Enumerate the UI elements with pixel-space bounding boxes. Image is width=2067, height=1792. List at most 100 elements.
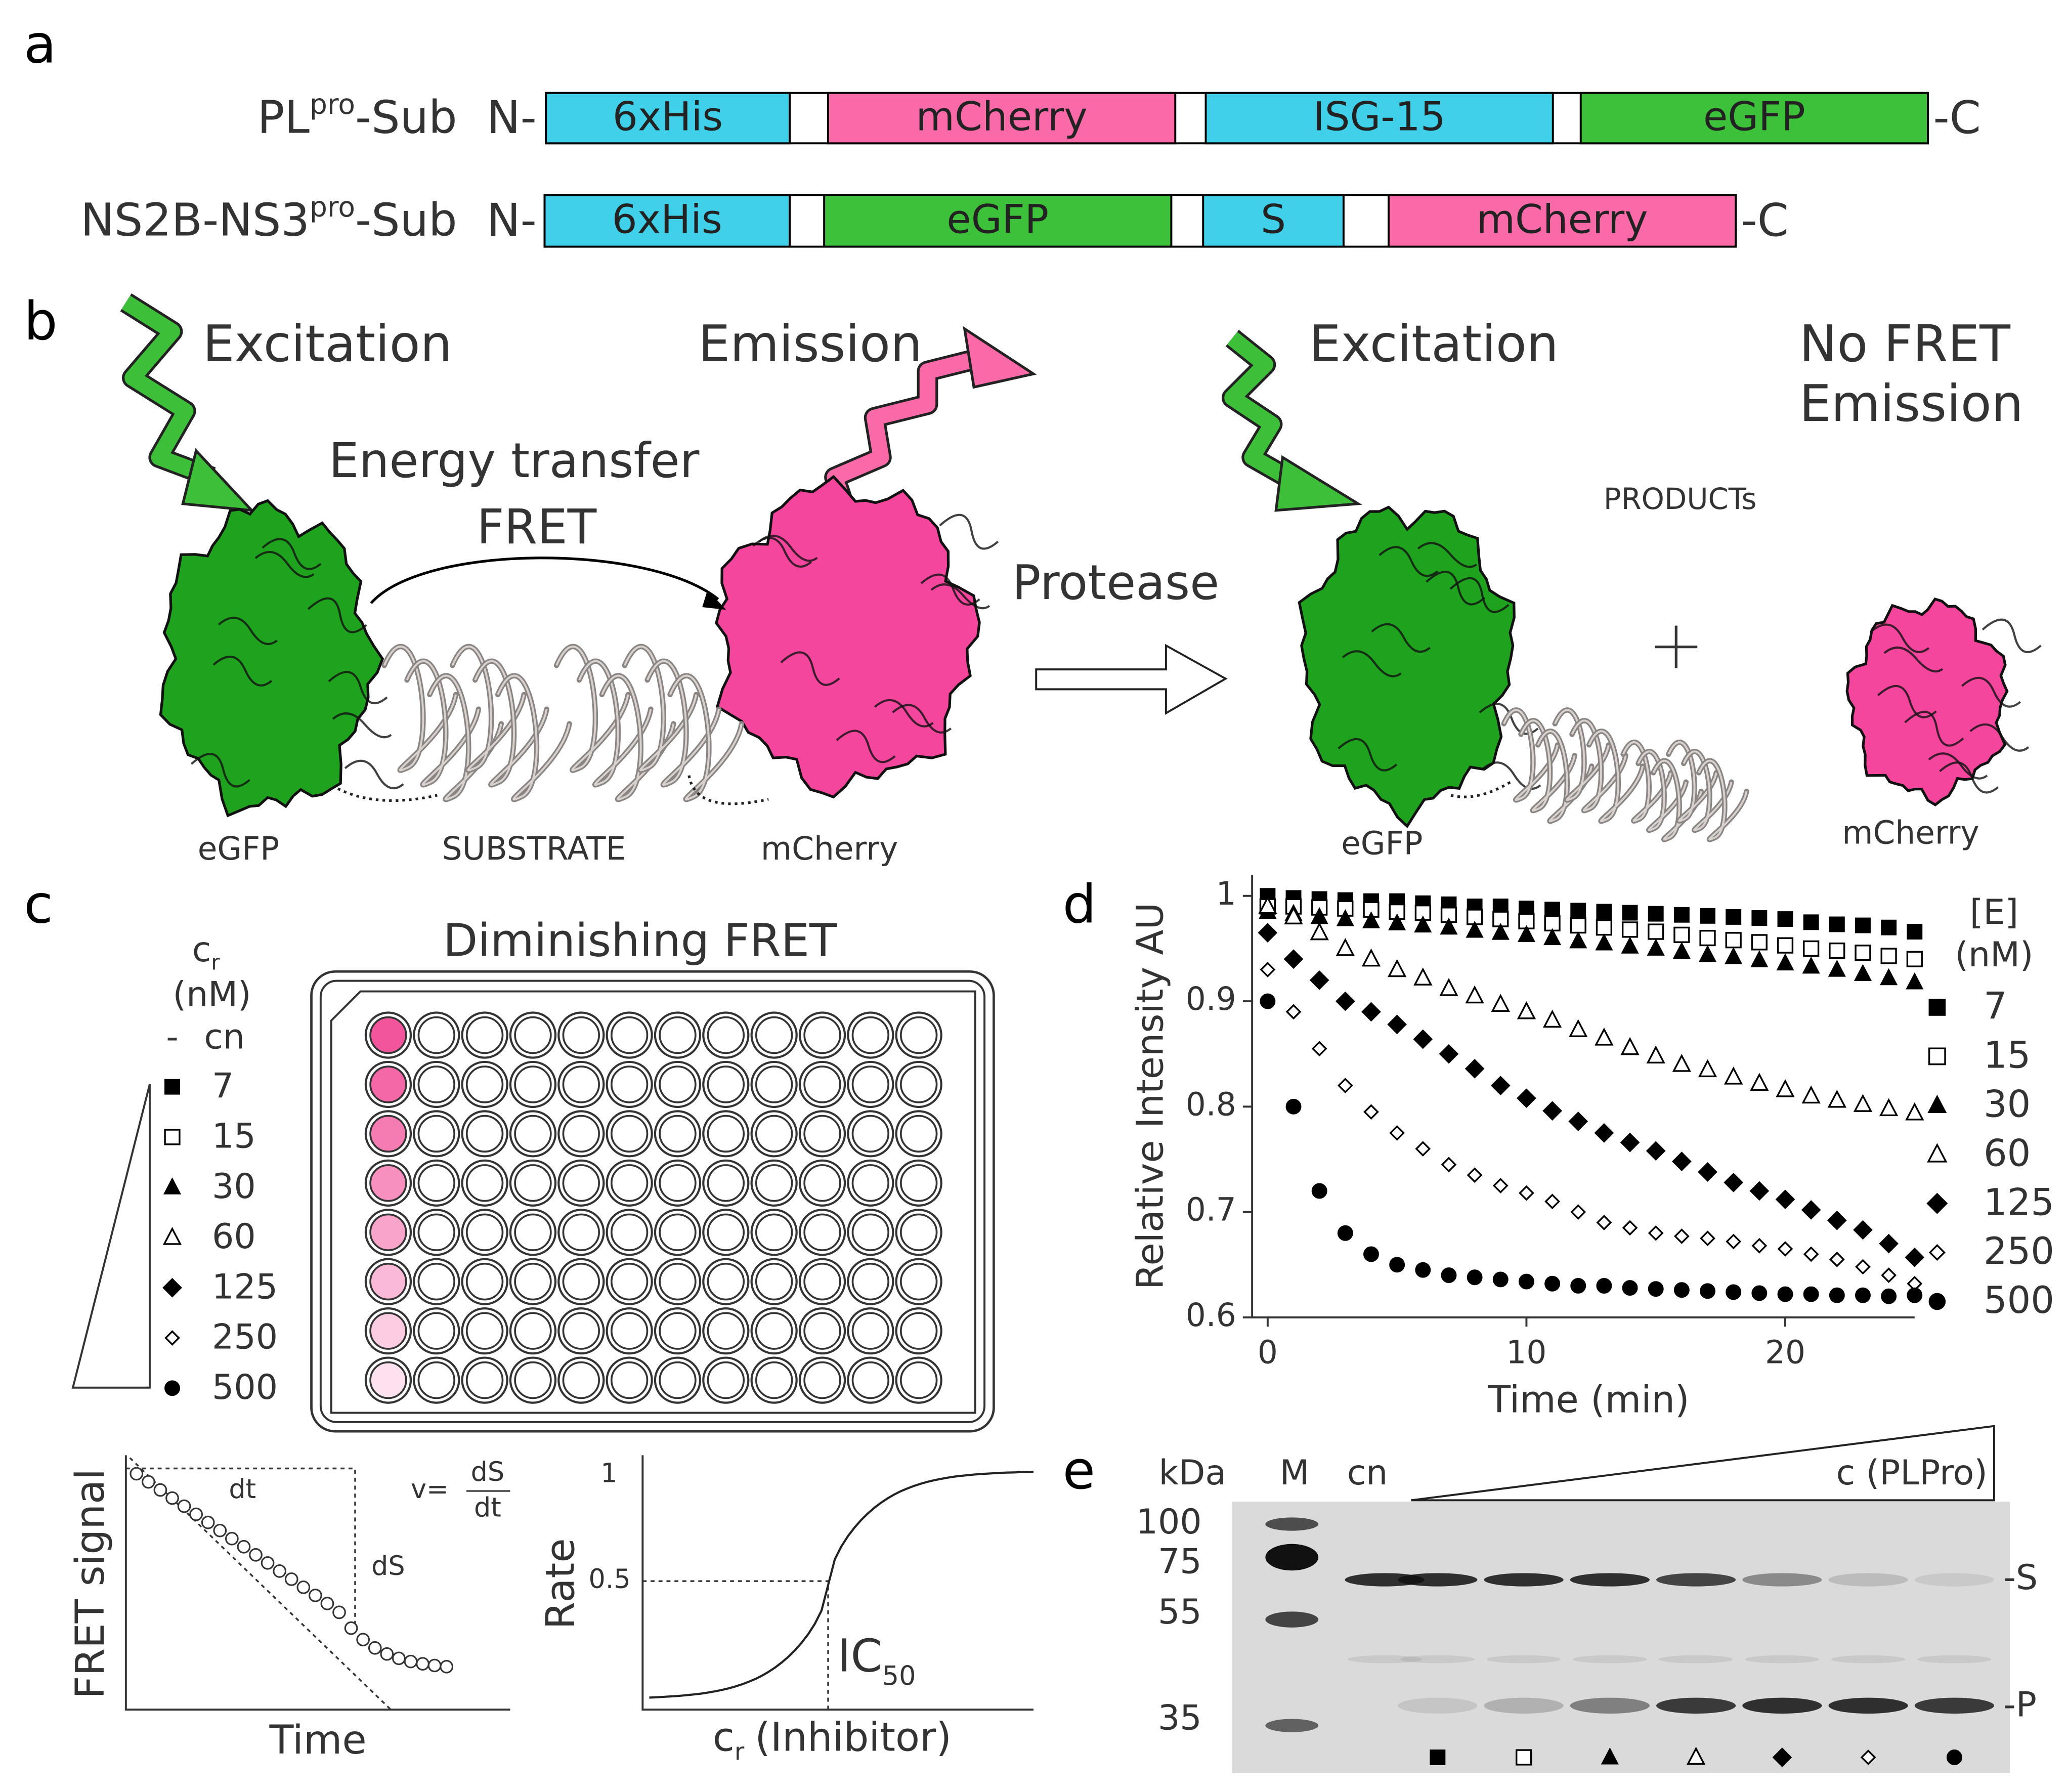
marker-square	[1700, 908, 1715, 924]
faint-band	[1659, 1655, 1733, 1663]
schematic-xlabel: Time	[269, 1717, 366, 1763]
light-arrow-head	[1274, 455, 1362, 512]
well	[514, 1065, 552, 1103]
marker-triangle	[1465, 985, 1484, 1004]
marker-diamond	[162, 1277, 182, 1298]
concentration-label: 250	[212, 1317, 278, 1357]
marker-circle	[1928, 1293, 1946, 1310]
marker-square	[1544, 902, 1561, 918]
well	[659, 1263, 697, 1301]
surface-texture	[758, 534, 818, 562]
marker-circle	[1907, 1287, 1923, 1303]
n-terminus: N-	[487, 92, 537, 144]
schematic-point	[273, 1564, 287, 1578]
surface-texture	[1426, 571, 1486, 606]
marker-circle	[1622, 1280, 1638, 1296]
marker-square	[1648, 923, 1664, 940]
legend-sub: r	[211, 950, 220, 974]
marker-triangle	[1698, 945, 1717, 962]
schematic-axes	[124, 1455, 510, 1711]
marker-triangle	[1362, 911, 1381, 928]
panel-letter: e	[1063, 1439, 1095, 1501]
substrate-ribbon-edge	[623, 646, 698, 772]
mw-label: 75	[1158, 1542, 1202, 1582]
marker-triangle	[1569, 931, 1587, 949]
schematic-tick: 0.5	[588, 1564, 630, 1595]
marker-triangle	[1927, 1143, 1948, 1163]
band-label: -S	[2003, 1558, 2038, 1598]
well	[899, 1213, 938, 1251]
well	[610, 1164, 649, 1202]
surface-texture	[920, 573, 980, 606]
y-tick-label: 0.8	[1186, 1086, 1236, 1123]
marker-triangle	[1491, 994, 1510, 1012]
c-terminus: -C	[1741, 194, 1789, 247]
well	[707, 1065, 745, 1103]
mw-label: 55	[1158, 1592, 1202, 1632]
product-band	[1484, 1697, 1564, 1714]
well	[899, 1361, 938, 1399]
schematic-xlabel: cr (Inhibitor)	[713, 1714, 952, 1766]
well	[417, 1016, 455, 1054]
panel-letter: a	[24, 13, 56, 75]
marker-triangle	[1853, 1094, 1873, 1112]
marker-diamond	[1801, 1200, 1821, 1220]
marker-circle	[1363, 1246, 1379, 1262]
marker-diamond	[1544, 1193, 1560, 1210]
surface-texture	[1904, 710, 1964, 747]
marker-square	[1803, 914, 1819, 930]
marker-triangle	[1595, 933, 1613, 951]
marker-triangle	[1258, 895, 1277, 914]
substrate-ribbon-edge	[1588, 730, 1644, 823]
marker-triangle	[1927, 1094, 1947, 1114]
well	[707, 1361, 745, 1399]
substrate-ribbon-edge	[578, 660, 652, 786]
well	[514, 1263, 552, 1301]
marker-square	[1777, 937, 1794, 954]
surface-texture	[212, 656, 273, 687]
marker-circle	[1777, 1286, 1793, 1302]
marker-square	[1673, 926, 1690, 943]
substrate-ribbon-edge	[669, 674, 743, 801]
well	[851, 1115, 890, 1153]
construct-name-sup: pro	[310, 88, 355, 120]
surface-texture	[1379, 546, 1439, 577]
construct-name-base: NS2B-NS3	[80, 194, 310, 247]
surface-texture	[1928, 752, 1988, 780]
schematic-point	[249, 1548, 263, 1562]
linker	[337, 787, 438, 802]
well	[562, 1263, 600, 1301]
well	[610, 1115, 649, 1153]
marker-triangle	[1906, 972, 1924, 990]
marker-square	[1907, 924, 1923, 940]
well	[369, 1312, 407, 1350]
schematic-point	[261, 1556, 275, 1570]
marker-circle	[1441, 1267, 1457, 1284]
c-terminus: -C	[1933, 92, 1980, 144]
surface-texture	[262, 538, 322, 570]
protein-label: eGFP	[1341, 825, 1423, 862]
label-products: PRODUCTs	[1604, 482, 1757, 516]
legend-label: 500	[1984, 1279, 2054, 1322]
marker-diamond	[1492, 1178, 1509, 1193]
well	[659, 1065, 697, 1103]
schematic-equation: dt	[474, 1492, 501, 1523]
marker-triangle	[1801, 1085, 1821, 1104]
gel	[1232, 1501, 2010, 1773]
marker-circle	[164, 1380, 180, 1396]
marker-circle	[1415, 1262, 1431, 1278]
marker-diamond	[1803, 1246, 1819, 1262]
marker-square	[1751, 910, 1768, 926]
surface-texture	[1969, 723, 2030, 752]
legend-title: (nM)	[1955, 935, 2033, 975]
marker-circle	[1260, 993, 1276, 1009]
well	[417, 1312, 455, 1350]
panel-letter: d	[1063, 873, 1097, 935]
marker-triangle	[1880, 968, 1898, 986]
marker-triangle	[1413, 967, 1433, 986]
light-arrow	[121, 295, 215, 485]
surface-texture	[1982, 618, 2042, 654]
plate-inner	[330, 990, 976, 1414]
marker-square	[1621, 921, 1639, 938]
fret-arrow	[370, 557, 719, 604]
